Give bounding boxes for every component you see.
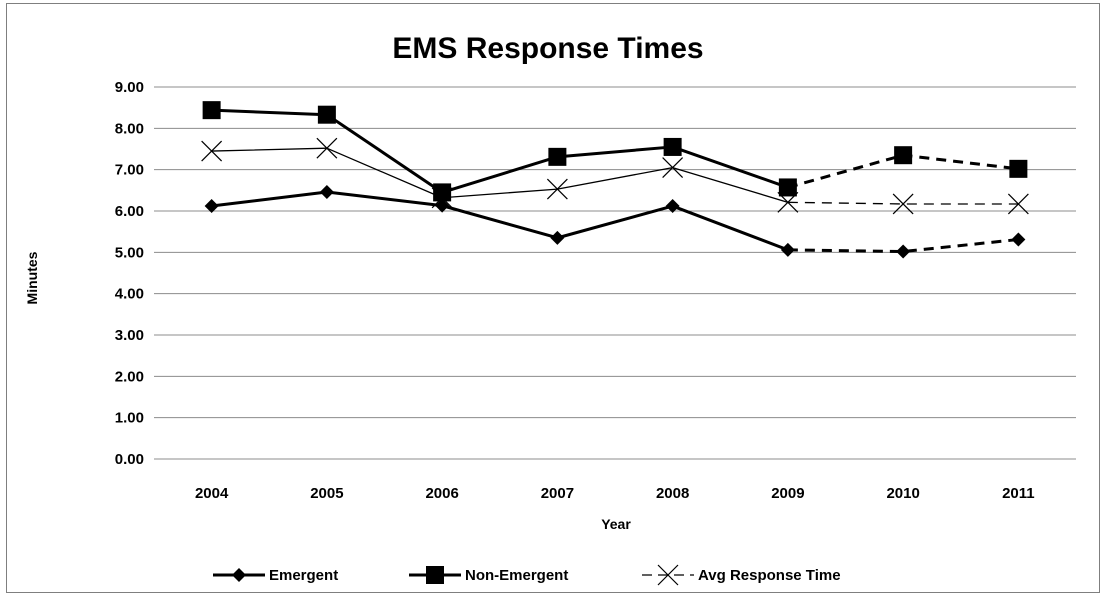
data-point-avg-response-time: [1007, 193, 1029, 215]
series-line-projected-avg-response-time: [787, 201, 1019, 205]
y-tick-label: 8.00: [115, 120, 144, 137]
data-point-non-emergent: [202, 101, 221, 120]
data-point-non-emergent: [894, 146, 913, 165]
y-axis-title: Minutes: [24, 251, 40, 304]
x-tick-label: 2010: [886, 485, 919, 502]
y-tick-labels: 0.00 1.00 2.00 3.00 4.00 5.00 6.00 7.00 8.00 9.00: [115, 79, 144, 468]
data-point-avg-response-time: [662, 157, 684, 179]
x-tick-label: 2011: [1002, 485, 1035, 502]
y-tick-label: 2.00: [115, 368, 144, 385]
data-point-emergent: [665, 199, 680, 214]
legend: Emergent Non-Emergent Avg Response Time: [213, 564, 841, 586]
y-tick-label: 3.00: [115, 327, 144, 344]
chart-frame: EMS Response Times 0.00 1.00 2.00 3.00 4.00 5…: [6, 3, 1100, 593]
x-tick-label: 2004: [195, 485, 229, 502]
series-markers: [201, 101, 1029, 259]
data-point-non-emergent: [548, 147, 567, 166]
x-tick-label: 2008: [656, 485, 689, 502]
gridlines: [154, 86, 1076, 460]
data-point-non-emergent: [663, 137, 682, 156]
x-tick-label: 2006: [425, 485, 458, 502]
data-point-avg-response-time: [777, 191, 799, 213]
data-point-emergent: [204, 199, 219, 214]
legend-marker: [232, 568, 246, 582]
data-point-avg-response-time: [201, 140, 223, 162]
x-tick-label: 2009: [771, 485, 804, 502]
y-tick-label: 6.00: [115, 203, 144, 220]
data-point-non-emergent: [433, 183, 452, 202]
x-tick-label: 2007: [541, 485, 574, 502]
data-point-emergent: [896, 244, 911, 259]
legend-item-emergent: Emergent: [213, 567, 338, 584]
x-axis-title: Year: [601, 516, 631, 532]
y-tick-label: 5.00: [115, 244, 144, 261]
y-tick-label: 7.00: [115, 162, 144, 179]
y-tick-label: 0.00: [115, 451, 144, 468]
data-point-non-emergent: [1009, 159, 1028, 178]
series-lines: [211, 108, 1019, 254]
data-point-avg-response-time: [546, 178, 568, 200]
data-point-non-emergent: [317, 105, 336, 124]
data-point-non-emergent: [778, 178, 797, 197]
x-tick-labels: 2004 2005 2006 2007 2008 2009 2010 2011: [195, 485, 1035, 502]
chart-title: EMS Response Times: [392, 32, 703, 65]
data-point-avg-response-time: [431, 187, 453, 209]
y-tick-label: 1.00: [115, 410, 144, 427]
data-point-emergent: [319, 184, 334, 199]
data-point-avg-response-time: [316, 137, 338, 159]
data-point-avg-response-time: [892, 193, 914, 215]
series-line-avg-response-time: [211, 147, 789, 203]
legend-marker: [657, 564, 679, 586]
data-point-emergent: [435, 198, 450, 213]
legend-item-avg-response-time: Avg Response Time: [642, 564, 841, 586]
data-point-emergent: [780, 242, 795, 257]
chart: EMS Response Times 0.00 1.00 2.00 3.00 4.00 5…: [24, 32, 1076, 586]
legend-label: Emergent: [269, 567, 338, 584]
series-line-projected-emergent: [787, 238, 1019, 254]
legend-marker: [426, 566, 444, 584]
series-line-non-emergent: [211, 108, 789, 194]
y-tick-label: 4.00: [115, 286, 144, 303]
series-line-emergent: [211, 190, 789, 252]
data-point-emergent: [550, 230, 565, 245]
x-tick-label: 2005: [310, 485, 343, 502]
legend-label: Avg Response Time: [698, 567, 841, 584]
legend-item-non-emergent: Non-Emergent: [409, 566, 568, 584]
y-tick-label: 9.00: [115, 79, 144, 96]
data-point-emergent: [1011, 232, 1026, 247]
legend-label: Non-Emergent: [465, 567, 568, 584]
